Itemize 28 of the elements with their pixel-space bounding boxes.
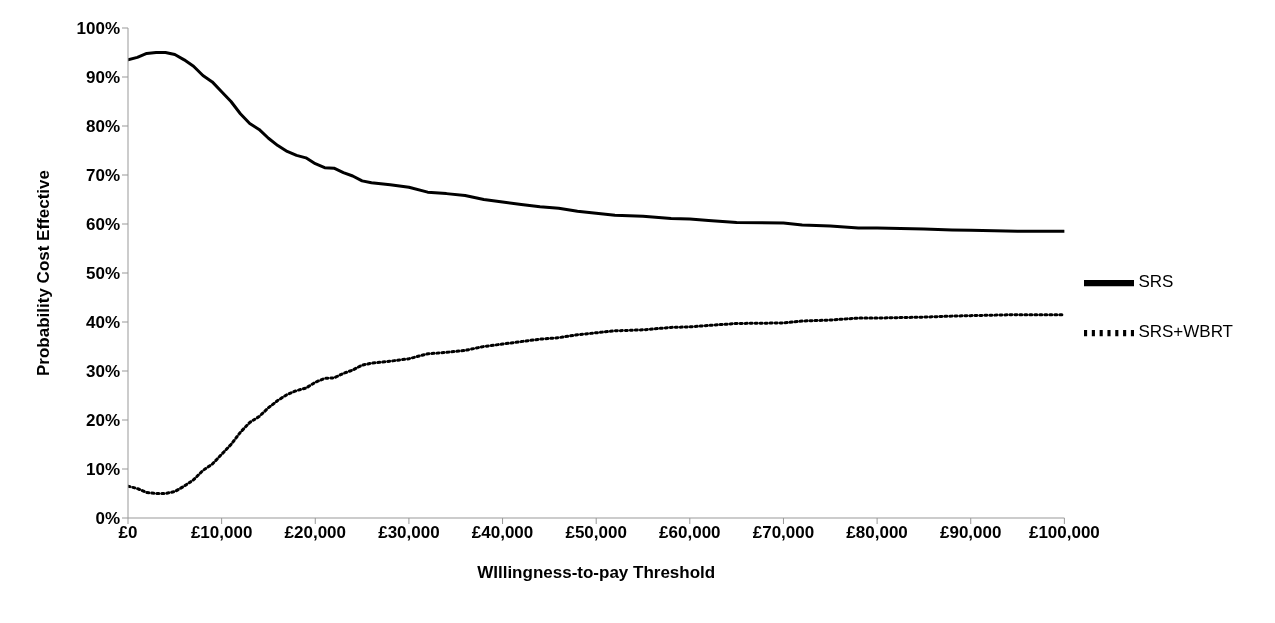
y-tick-label: 60% [85,215,120,235]
line-series [128,51,1065,233]
y-tick-label: 30% [85,362,120,382]
x-axis-title: WIllingness-to-pay Threshold [477,563,716,582]
y-axis-title: Probability Cost Effective [34,170,54,376]
x-tick-label: £20,000 [284,523,346,543]
x-tick-label: £60,000 [659,523,721,543]
legend-label: SRS+WBRT [1138,322,1233,342]
x-tick-label: £70,000 [752,523,815,543]
x-tick-label: £40,000 [471,523,534,543]
y-tick-label: 50% [85,264,120,284]
line-series [128,313,1065,495]
y-tick-label: 70% [85,166,120,186]
y-tick-label: 10% [85,460,120,480]
y-tick-label: 90% [85,68,120,88]
legend-label: SRS [1138,272,1174,292]
x-tick-label: £90,000 [940,523,1002,543]
x-tick-label: £80,000 [846,523,908,543]
x-tick-label: £0 [118,523,138,543]
y-tick-label: 100% [76,19,120,39]
y-tick-label: 20% [85,411,120,431]
y-tick-label: 80% [85,117,120,137]
x-tick-label: £30,000 [378,523,440,543]
x-tick-label: £10,000 [190,523,253,543]
y-tick-label: 40% [85,313,120,333]
x-tick-label: £100,000 [1028,523,1100,543]
x-tick-label: £50,000 [565,523,627,543]
y-tick-label: 0% [95,509,120,529]
